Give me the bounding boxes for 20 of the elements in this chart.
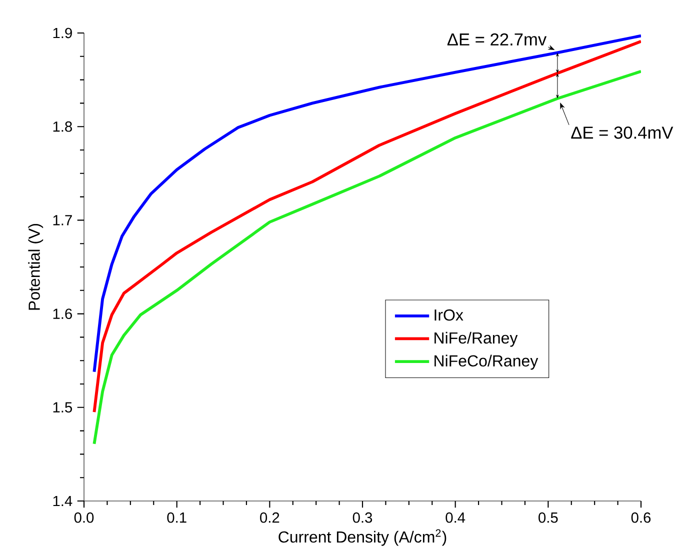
x-tick-label: 0.6 [631, 512, 651, 523]
x-tick-label: 0.4 [446, 512, 466, 523]
x-tick-label: 0.5 [538, 512, 558, 523]
y-axis-title: Potential (V) [28, 224, 44, 310]
y-tick-label: 1.7 [53, 215, 72, 226]
y-tick-label: 1.4 [53, 496, 72, 506]
annotation: ΔE = 30.4mV [571, 126, 674, 139]
legend-label: NiFeCo/Raney [434, 354, 538, 370]
legend-label: NiFe/Raney [434, 332, 518, 347]
x-tick-label: 0.2 [260, 512, 280, 523]
y-tick-label: 1.8 [53, 121, 72, 132]
y-tick-label: 1.9 [53, 28, 72, 38]
legend-label: IrOx [434, 309, 464, 321]
x-tick-label: 0.3 [352, 512, 372, 523]
x-tick-label: 0.1 [167, 512, 186, 523]
x-tick-label: 0.0 [74, 512, 94, 523]
y-tick-label: 1.5 [53, 402, 72, 413]
x-axis-title: Current Density (A/cm$^{2}$) [278, 529, 446, 546]
annotation: ΔE = 22.7mv [447, 33, 547, 46]
y-tick-label: 1.6 [53, 308, 72, 319]
